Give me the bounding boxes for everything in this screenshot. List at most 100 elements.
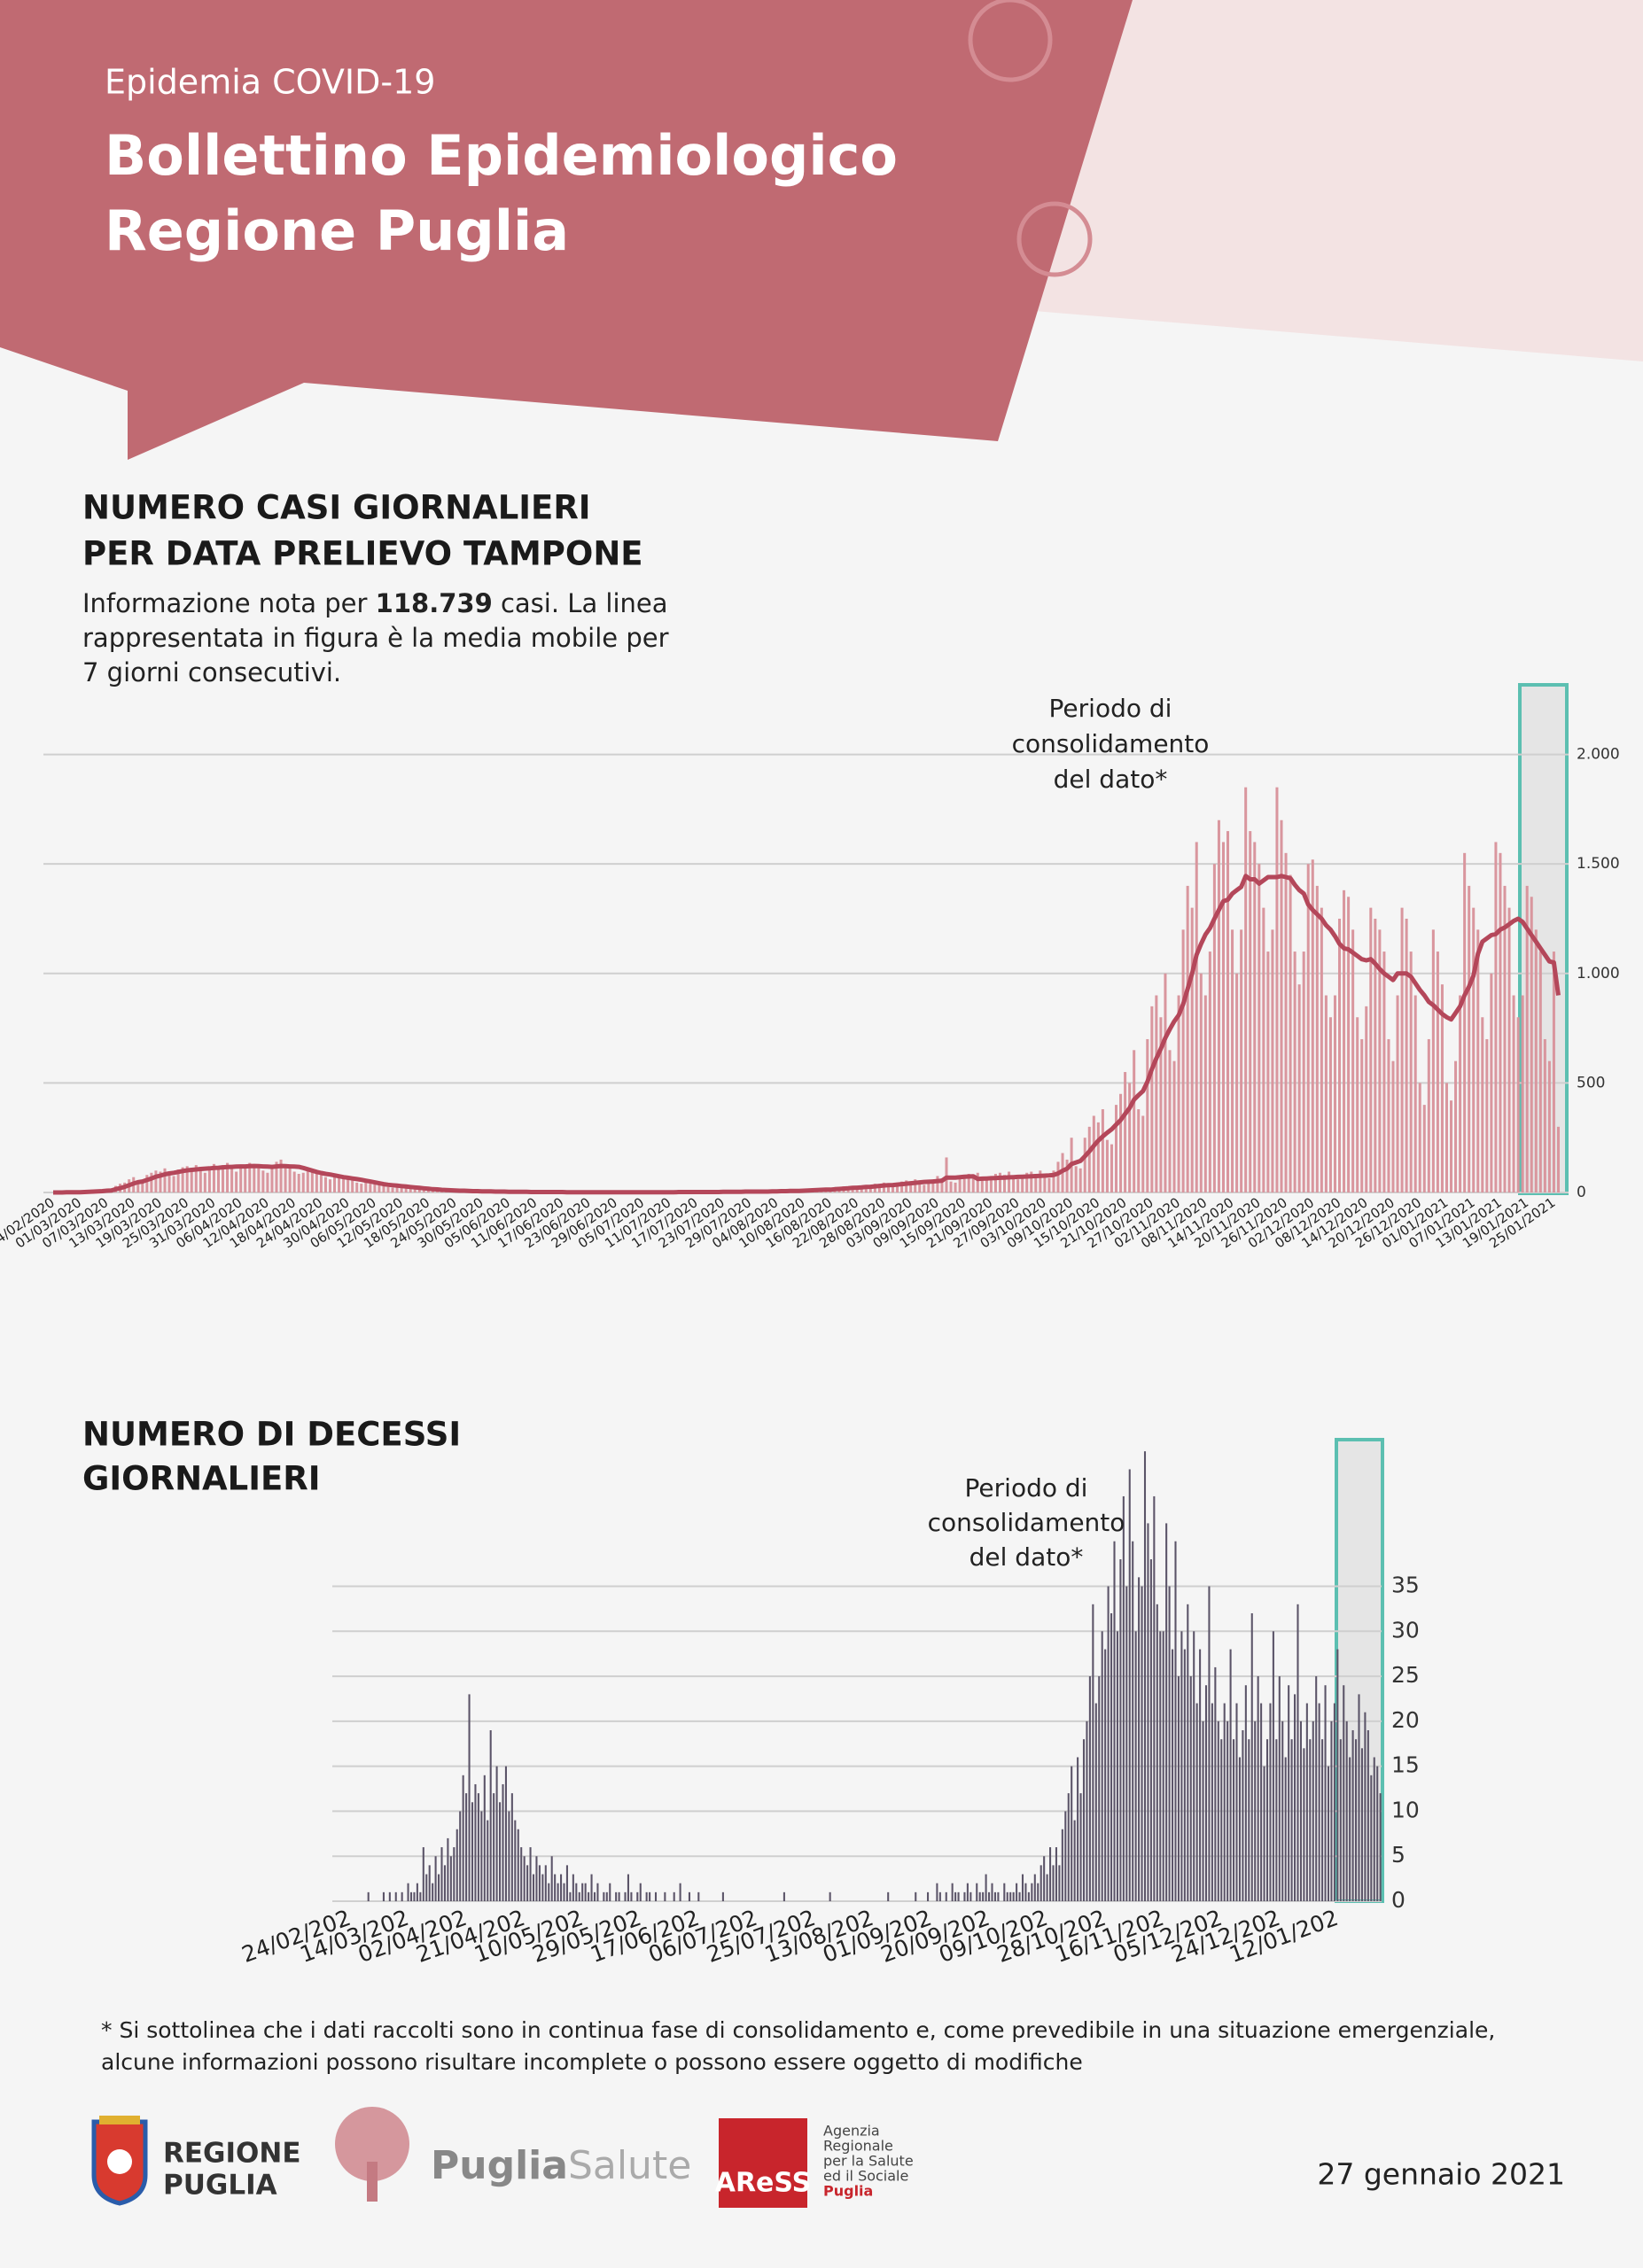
bar bbox=[378, 1184, 381, 1192]
bar bbox=[465, 1793, 468, 1901]
bar bbox=[1258, 864, 1261, 1192]
bar bbox=[1235, 1703, 1238, 1901]
bar bbox=[1293, 951, 1296, 1192]
bar bbox=[315, 1173, 318, 1192]
bar bbox=[1459, 995, 1462, 1192]
bar bbox=[1360, 1748, 1363, 1901]
bar bbox=[1096, 1122, 1100, 1192]
bar bbox=[1289, 874, 1292, 1192]
bar bbox=[1128, 1083, 1132, 1192]
bar bbox=[1217, 1720, 1219, 1901]
bar bbox=[1115, 1105, 1118, 1192]
header-bg bbox=[0, 0, 1133, 460]
bar bbox=[1281, 1720, 1284, 1901]
bar bbox=[1147, 1523, 1149, 1901]
bar bbox=[1512, 995, 1515, 1192]
bar bbox=[1199, 973, 1203, 1192]
bar bbox=[1280, 819, 1283, 1192]
bar bbox=[1088, 1676, 1091, 1901]
bar bbox=[1263, 1766, 1265, 1901]
bar bbox=[1195, 1703, 1198, 1901]
bar bbox=[1312, 1720, 1314, 1901]
bar bbox=[982, 1891, 985, 1901]
bar bbox=[1538, 951, 1542, 1192]
bar bbox=[235, 1171, 238, 1192]
bar bbox=[1168, 1586, 1171, 1901]
bar bbox=[945, 1157, 948, 1192]
bar bbox=[1078, 1168, 1082, 1192]
bar bbox=[976, 1172, 979, 1192]
bar bbox=[419, 1891, 422, 1901]
bar bbox=[1418, 1083, 1421, 1192]
bar bbox=[1133, 1050, 1136, 1192]
bar bbox=[443, 1865, 446, 1901]
bar bbox=[679, 1883, 681, 1901]
bar bbox=[627, 1874, 629, 1901]
bar bbox=[1351, 1730, 1354, 1901]
bar bbox=[945, 1891, 947, 1901]
bar bbox=[1031, 1883, 1033, 1901]
bar bbox=[886, 1186, 890, 1192]
bar bbox=[697, 1891, 700, 1901]
bar bbox=[1266, 951, 1270, 1192]
bar bbox=[721, 1891, 724, 1901]
bar bbox=[1288, 1685, 1290, 1901]
footnote: alcune informazioni possono risultare in… bbox=[101, 2049, 1083, 2075]
bar bbox=[194, 1165, 198, 1192]
bar bbox=[1037, 1883, 1040, 1901]
bar bbox=[1186, 885, 1189, 1192]
bar bbox=[936, 1176, 939, 1192]
bar bbox=[510, 1793, 513, 1901]
bar bbox=[382, 1185, 385, 1192]
bar bbox=[493, 1793, 495, 1901]
bar bbox=[688, 1891, 690, 1901]
bar bbox=[1132, 1541, 1134, 1901]
bar bbox=[167, 1173, 171, 1192]
bar bbox=[1275, 1739, 1278, 1901]
bar bbox=[1164, 973, 1167, 1192]
bar bbox=[239, 1166, 243, 1192]
bar bbox=[1061, 1829, 1063, 1901]
bar bbox=[487, 1820, 489, 1901]
bar bbox=[1481, 1017, 1484, 1192]
bar bbox=[422, 1190, 425, 1192]
bar bbox=[940, 1177, 944, 1192]
bar bbox=[333, 1177, 337, 1192]
bar bbox=[988, 1891, 991, 1901]
bar bbox=[1208, 1586, 1211, 1901]
bar bbox=[1315, 885, 1319, 1192]
bar bbox=[338, 1176, 341, 1192]
bar bbox=[1016, 1179, 1020, 1192]
bar bbox=[958, 1177, 962, 1192]
bar bbox=[1168, 1050, 1172, 1192]
bar bbox=[1494, 842, 1498, 1192]
bar bbox=[373, 1184, 377, 1192]
bar bbox=[1116, 1631, 1118, 1901]
bar bbox=[284, 1165, 287, 1192]
y-tick-label: 1.500 bbox=[1577, 855, 1620, 873]
bar bbox=[1193, 1631, 1195, 1901]
bar bbox=[395, 1186, 399, 1192]
bar bbox=[609, 1883, 611, 1901]
main-title: Regione Puglia bbox=[105, 198, 569, 263]
bar bbox=[1092, 1604, 1094, 1901]
bar bbox=[593, 1891, 596, 1901]
bar bbox=[1141, 1115, 1145, 1192]
bar bbox=[636, 1891, 639, 1901]
bar bbox=[1119, 1093, 1123, 1192]
bar bbox=[323, 1177, 327, 1192]
bar bbox=[966, 1883, 969, 1901]
bar bbox=[1436, 951, 1439, 1192]
bar bbox=[783, 1891, 785, 1901]
bar bbox=[453, 1847, 456, 1901]
bar bbox=[1468, 885, 1471, 1192]
bar bbox=[1374, 918, 1377, 1192]
bar bbox=[1244, 787, 1248, 1192]
bar bbox=[1087, 1126, 1091, 1192]
bar bbox=[1058, 1865, 1061, 1901]
bar bbox=[985, 1180, 988, 1192]
bar bbox=[829, 1891, 831, 1901]
bar bbox=[1244, 1685, 1247, 1901]
bar bbox=[624, 1891, 627, 1901]
